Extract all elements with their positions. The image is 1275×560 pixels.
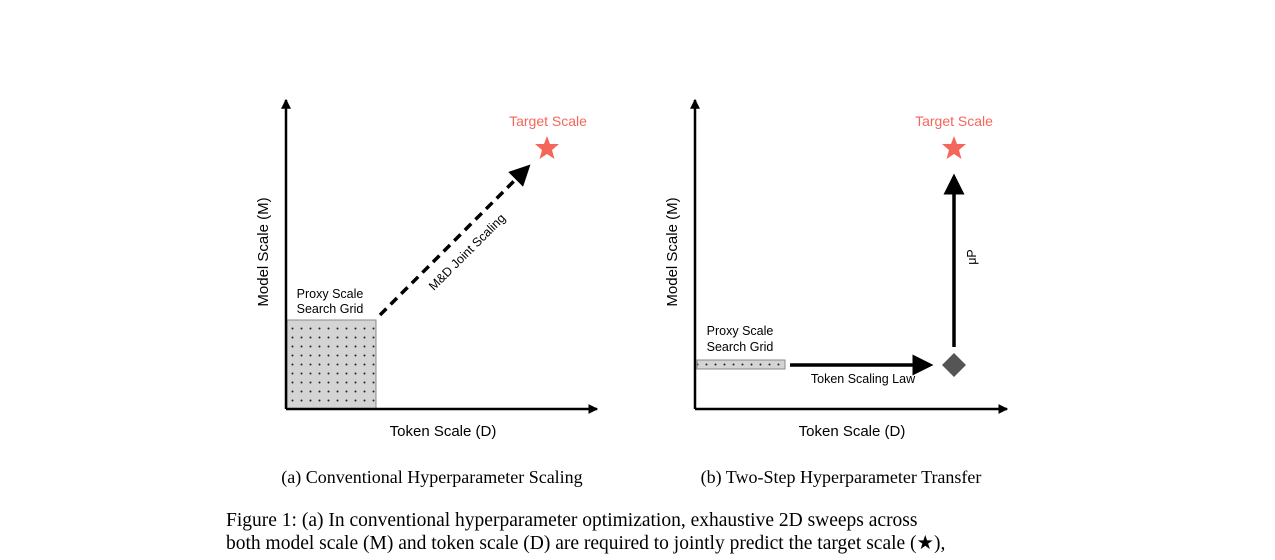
x-axis-label: Token Scale (D) <box>799 423 906 440</box>
panel-b: Target Scale Proxy Scale Search Grid Tok… <box>664 98 1009 488</box>
search-grid <box>286 319 377 410</box>
target-star <box>535 136 559 159</box>
target-star <box>942 136 966 159</box>
caption-line: Figure 1: (a) In conventional hyperparam… <box>226 510 918 531</box>
subcaption: (b) Two-Step Hyperparameter Transfer <box>701 467 982 488</box>
vertical-arrow-label: μP <box>965 249 979 265</box>
grid-label: Proxy Scale <box>707 324 774 338</box>
subcaption: (a) Conventional Hyperparameter Scaling <box>281 467 582 488</box>
caption-line: both model scale (M) and token scale (D)… <box>226 533 945 554</box>
arrow-label: M&D Joint Scaling <box>426 211 508 293</box>
grid-label: Proxy Scale <box>297 287 364 301</box>
diamond <box>942 353 966 377</box>
target-label: Target Scale <box>915 113 993 129</box>
grid-label: Search Grid <box>297 302 364 316</box>
search-grid <box>696 359 786 370</box>
grid-label: Search Grid <box>707 340 774 354</box>
y-axis-label: Model Scale (M) <box>255 197 272 306</box>
target-label: Target Scale <box>509 113 587 129</box>
joint-arrow <box>378 164 531 317</box>
arrow-label: Token Scaling Law <box>811 372 916 386</box>
y-axis-label: Model Scale (M) <box>664 197 681 306</box>
panel-a: Target Scale Proxy Scale Search Grid M&D… <box>255 98 599 488</box>
x-axis-label: Token Scale (D) <box>390 423 497 440</box>
